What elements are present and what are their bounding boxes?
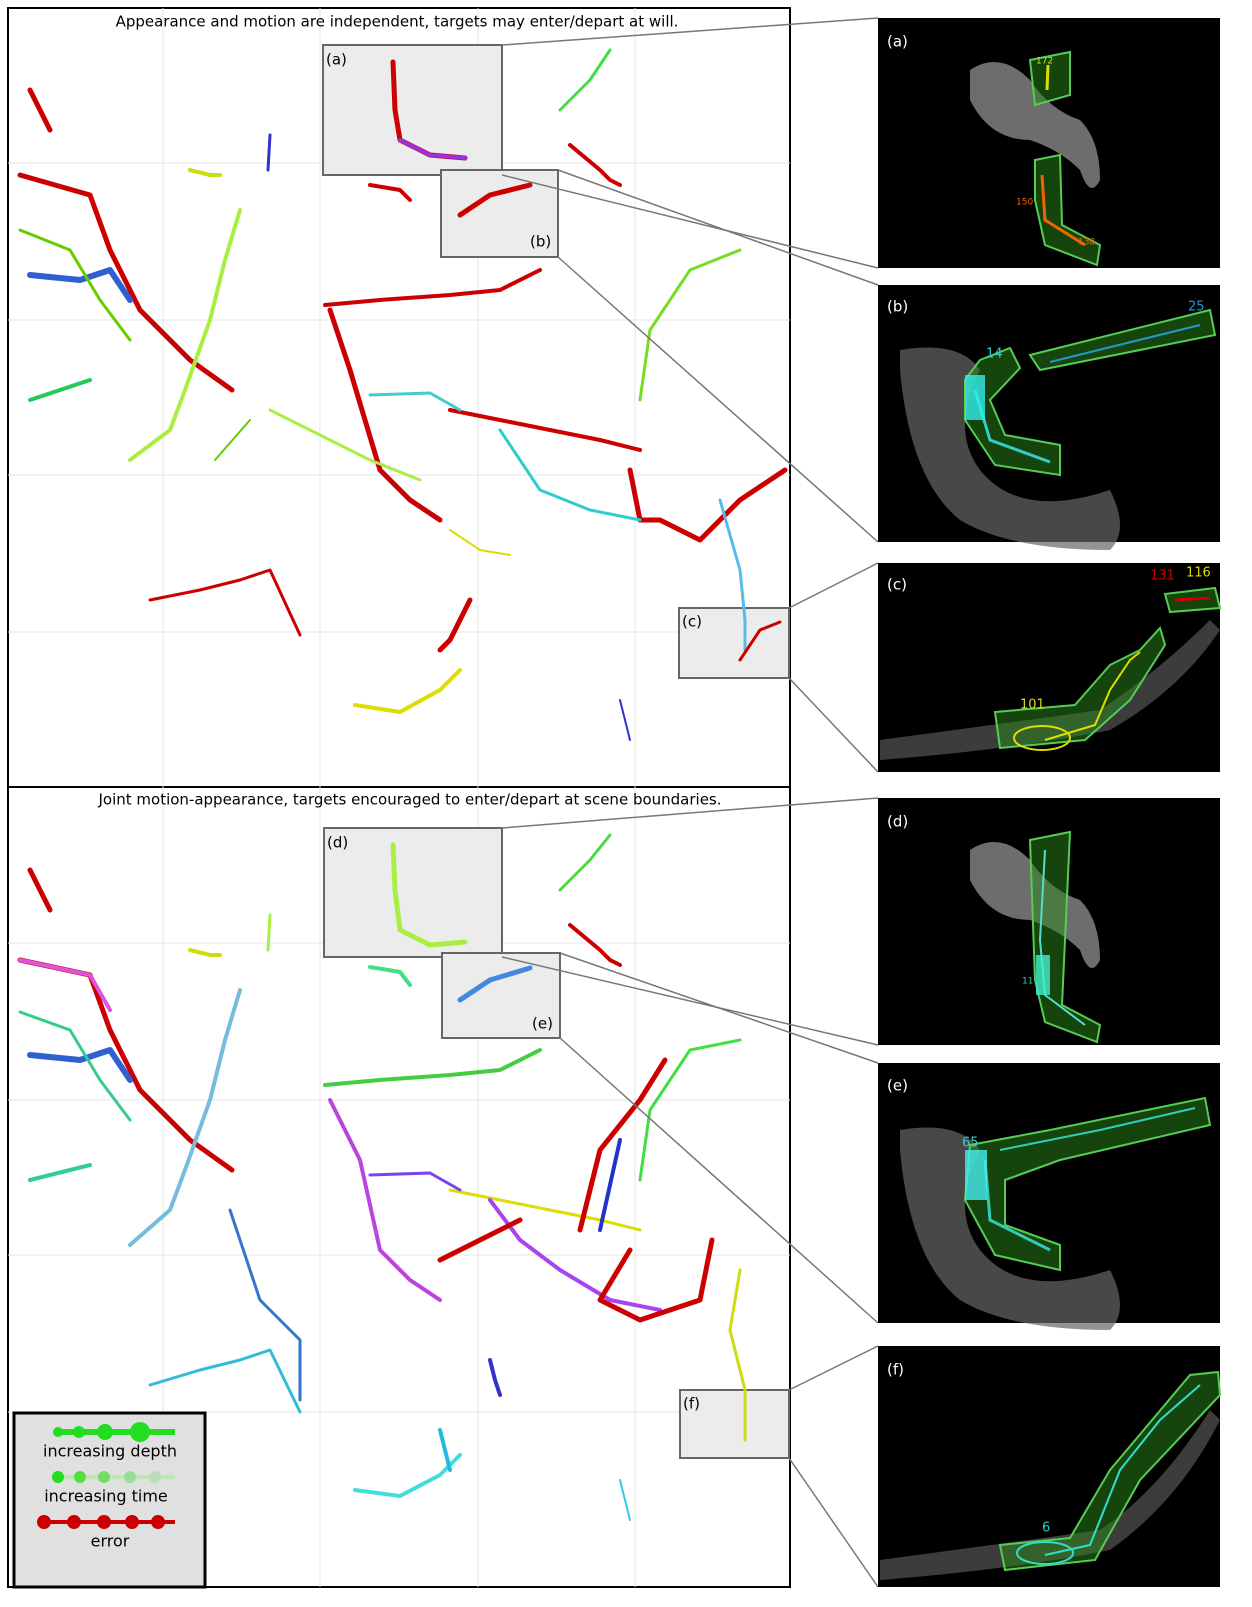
inset-label: (c) xyxy=(887,576,907,594)
box-label: (b) xyxy=(530,233,551,251)
shape xyxy=(52,1471,64,1483)
shape xyxy=(73,1426,85,1438)
inset-label: (d) xyxy=(887,813,908,831)
track-id: 116 xyxy=(1186,566,1211,581)
track-id: 25 xyxy=(1188,300,1205,315)
shape xyxy=(53,1427,63,1437)
inset-e xyxy=(878,1063,1220,1330)
trajectory xyxy=(268,135,270,170)
inset-a xyxy=(878,18,1220,268)
track-id: 172 xyxy=(1036,57,1053,67)
track-id: 65 xyxy=(962,1136,979,1151)
track-id: 6 xyxy=(1042,1521,1050,1536)
shape xyxy=(151,1515,165,1529)
track-id: 11 xyxy=(1022,977,1033,987)
shape xyxy=(67,1515,81,1529)
track-id: 150 xyxy=(1016,198,1033,208)
shape xyxy=(965,1150,987,1200)
shape xyxy=(125,1515,139,1529)
shape xyxy=(124,1471,136,1483)
figure: increasing depth increasing time error A… xyxy=(0,0,1252,1607)
shape xyxy=(130,1422,150,1442)
inset-f xyxy=(878,1346,1220,1587)
shape xyxy=(1036,955,1050,995)
trajectory xyxy=(268,915,270,950)
track-id: 14 xyxy=(986,347,1003,362)
shape xyxy=(965,375,985,420)
inset-d xyxy=(878,798,1220,1045)
trajectory xyxy=(1175,598,1210,600)
track-id: 138 xyxy=(1078,238,1095,248)
shape xyxy=(149,1471,161,1483)
inset-b xyxy=(878,285,1220,550)
inset-label: (a) xyxy=(887,33,908,51)
legend: increasing depth increasing time error xyxy=(14,1413,205,1587)
inset-c xyxy=(878,563,1220,772)
inset-label: (b) xyxy=(887,298,908,316)
box-label: (f) xyxy=(683,1395,700,1413)
inset-label: (e) xyxy=(887,1077,908,1095)
panel-caption: Appearance and motion are independent, t… xyxy=(116,13,679,31)
box-label: (a) xyxy=(326,51,347,69)
box-label: (d) xyxy=(327,834,348,852)
legend-label: increasing time xyxy=(44,1487,168,1506)
trajectory xyxy=(1047,65,1048,90)
shape xyxy=(98,1471,110,1483)
panel-caption: Joint motion-appearance, targets encoura… xyxy=(97,791,721,809)
inset-label: (f) xyxy=(887,1361,904,1379)
shape xyxy=(97,1515,111,1529)
shape xyxy=(789,1346,878,1390)
shape xyxy=(789,1458,878,1587)
box-label: (e) xyxy=(532,1015,553,1033)
track-id: 131 xyxy=(1150,569,1175,584)
box-label: (c) xyxy=(682,613,702,631)
shape xyxy=(323,45,502,175)
legend-label: increasing depth xyxy=(43,1442,177,1461)
track-id: 101 xyxy=(1020,698,1045,713)
shape xyxy=(789,678,878,772)
shape xyxy=(74,1471,86,1483)
legend-label: error xyxy=(91,1532,130,1551)
shape xyxy=(97,1424,113,1440)
shape xyxy=(789,563,878,608)
shape xyxy=(37,1515,51,1529)
